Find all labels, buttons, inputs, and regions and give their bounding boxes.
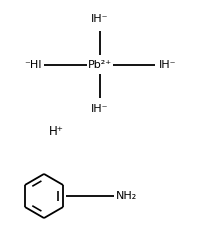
Text: IH⁻: IH⁻ — [158, 60, 176, 70]
Text: Pb²⁺: Pb²⁺ — [88, 60, 112, 70]
Text: H⁺: H⁺ — [49, 124, 63, 138]
Text: IH⁻: IH⁻ — [91, 14, 109, 24]
Text: IH⁻: IH⁻ — [91, 104, 109, 114]
Text: ⁻HI: ⁻HI — [24, 60, 42, 70]
Text: NH₂: NH₂ — [116, 191, 137, 201]
